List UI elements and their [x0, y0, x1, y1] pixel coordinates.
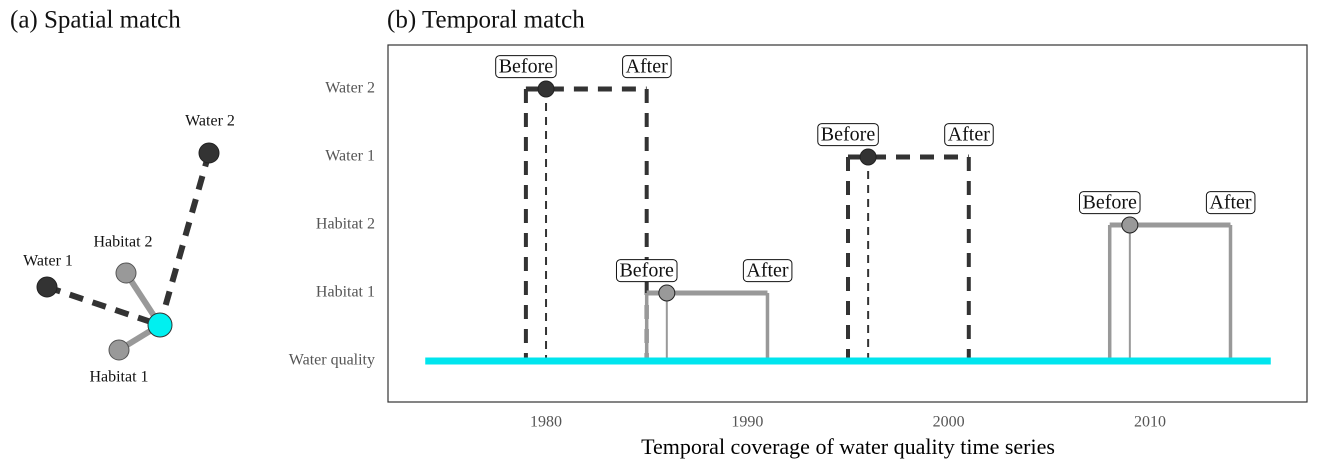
y-tick-label: Water quality	[289, 352, 375, 369]
node-label: Habitat 2	[93, 234, 152, 251]
panel-title: (a) Spatial match	[10, 7, 181, 34]
tag-box	[944, 123, 994, 147]
sample-point	[537, 80, 555, 98]
tag-box	[1079, 191, 1141, 215]
tag-box	[817, 123, 879, 147]
tag-label: After	[746, 260, 789, 282]
node	[36, 276, 58, 298]
sample-point	[1121, 216, 1139, 234]
node	[115, 262, 137, 284]
edge	[157, 152, 212, 326]
tag-box	[622, 55, 672, 79]
tag-box	[1205, 191, 1256, 215]
tag-label: Before	[1083, 192, 1138, 214]
x-tick-label: 2010	[1134, 414, 1166, 431]
node-label: Habitat 1	[89, 369, 148, 386]
x-tick-label: 2000	[933, 414, 965, 431]
node	[108, 339, 130, 361]
y-tick-label: Habitat 1	[316, 284, 375, 301]
x-tick-label: 1980	[530, 414, 562, 431]
tag-label: After	[626, 56, 669, 78]
sample-point	[658, 284, 676, 302]
plot-frame	[387, 44, 1308, 403]
tag-box	[615, 259, 678, 283]
tag-label: Before	[619, 260, 674, 282]
tag-label: After	[948, 124, 991, 146]
y-tick-label: Habitat 2	[316, 216, 375, 233]
tag-label: Before	[821, 124, 876, 146]
y-tick-label: Water 1	[325, 148, 375, 165]
tag-box	[495, 55, 557, 79]
node-label: Water 2	[185, 113, 235, 130]
edge	[46, 284, 161, 328]
tag-label: After	[1209, 192, 1252, 214]
x-axis-title: Temporal coverage of water quality time …	[641, 434, 1055, 459]
spatial-diagram: Water 2 Water 1 Habitat 2 Habitat 1	[23, 113, 235, 386]
panel-title: (b) Temporal match	[387, 7, 585, 34]
y-tick-label: Water 2	[325, 80, 375, 97]
node-label: Water 1	[23, 253, 73, 270]
node	[198, 142, 220, 164]
tag-label: Before	[499, 56, 554, 78]
sample-point	[859, 148, 877, 166]
x-tick-label: 1990	[731, 414, 763, 431]
tag-box	[742, 259, 793, 283]
node	[147, 312, 173, 338]
